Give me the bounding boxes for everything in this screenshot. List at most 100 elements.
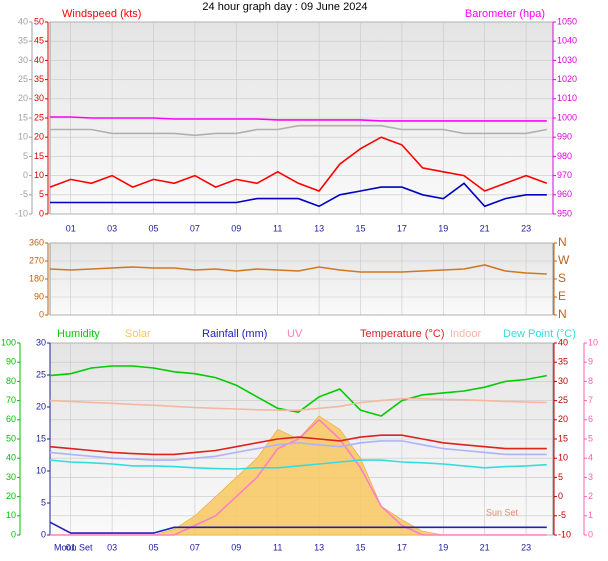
y-tick-label: 35 [558, 357, 568, 367]
line [49, 365, 547, 417]
x-tick-label: 11 [273, 542, 282, 552]
y-tick-label: 0 [41, 529, 46, 539]
x-tick-label: 21 [480, 542, 490, 552]
legend-label: Temperature (°C) [360, 328, 444, 340]
y-tick-label: 950 [557, 208, 572, 218]
annotation: Sun Set [486, 507, 519, 517]
y-tick-label: 30 [558, 376, 568, 386]
y-tick-label: 25 [558, 395, 568, 405]
y-tick-label: 10 [36, 465, 46, 475]
y-tick-label: 40 [6, 453, 16, 463]
y-tick-label: 10 [6, 510, 16, 520]
x-tick-label: 13 [314, 223, 324, 233]
y-tick-label: 100 [1, 337, 16, 347]
annotation: Moon Set [54, 542, 93, 552]
legend-label: UV [287, 328, 303, 340]
legend-label: Barometer (hpa) [465, 8, 545, 20]
y-tick-label: 2 [588, 491, 593, 501]
chart-title: 24 hour graph day : 09 June 2024 [202, 1, 367, 13]
y-tick-label: 35 [18, 36, 28, 46]
legend-label: Rainfall (mm) [202, 328, 267, 340]
x-tick-label: 19 [438, 223, 448, 233]
x-tick-label: 15 [355, 223, 365, 233]
y-tick-label: 8 [588, 376, 593, 386]
y-tick-label: 5 [558, 472, 563, 482]
x-tick-label: 21 [480, 223, 490, 233]
x-tick-label: 17 [397, 223, 407, 233]
y-tick-label: 0 [23, 170, 28, 180]
line [50, 418, 547, 536]
y-tick-label: 15 [36, 433, 46, 443]
y-tick-label: -10 [558, 529, 571, 539]
x-tick-label: 05 [148, 223, 158, 233]
y-tick-label: 1 [588, 510, 593, 520]
line [49, 440, 547, 461]
x-tick-label: 15 [355, 542, 365, 552]
y-tick-label: 30 [18, 55, 28, 65]
y-tick-label: 90 [34, 291, 44, 301]
legend-label: Dew Point (°C) [503, 328, 576, 340]
y-tick-label: 10 [588, 337, 598, 347]
y-tick-label: 5 [588, 433, 593, 443]
y-tick-label: 15 [34, 151, 44, 161]
x-tick-label: 03 [107, 223, 117, 233]
x-tick-label: 17 [397, 542, 407, 552]
y-tick-label: 5 [23, 151, 28, 161]
y-tick-label: 7 [588, 395, 593, 405]
y-tick-label: 3 [588, 472, 593, 482]
legend-label: Indoor [450, 328, 482, 340]
y-tick-label: 1050 [557, 16, 577, 26]
y-tick-label: 960 [557, 189, 572, 199]
y-tick-label: 270 [29, 255, 44, 265]
y-tick-label: 0 [558, 491, 563, 501]
y-tick-label: 990 [557, 132, 572, 142]
y-tick-label: 25 [18, 74, 28, 84]
y-tick-label: 1010 [557, 93, 577, 103]
y-tick-label: 10 [558, 453, 568, 463]
y-tick-label: 20 [18, 93, 28, 103]
y-tick-label: W [558, 253, 570, 267]
y-tick-label: 30 [6, 472, 16, 482]
y-tick-label: N [558, 235, 567, 249]
y-tick-label: 1000 [557, 112, 577, 122]
y-tick-label: 80 [6, 376, 16, 386]
y-tick-label: 30 [36, 337, 46, 347]
line [50, 116, 547, 122]
line [49, 521, 547, 534]
y-tick-label: 60 [6, 414, 16, 424]
x-tick-label: 05 [148, 542, 158, 552]
y-tick-label: 20 [34, 132, 44, 142]
y-tick-label: 360 [29, 237, 44, 247]
y-tick-label: N [558, 307, 567, 321]
y-tick-label: 50 [34, 16, 44, 26]
x-tick-label: 07 [190, 223, 200, 233]
y-tick-label: 1030 [557, 55, 577, 65]
y-tick-label: 15 [558, 433, 568, 443]
x-tick-label: 01 [66, 542, 76, 552]
y-tick-label: 20 [36, 401, 46, 411]
y-tick-label: -5 [558, 510, 566, 520]
y-tick-label: 15 [18, 112, 28, 122]
legend-label: Solar [125, 328, 151, 340]
y-tick-label: 1040 [557, 36, 577, 46]
y-tick-label: -10 [15, 208, 28, 218]
y-tick-label: 25 [34, 112, 44, 122]
y-tick-label: 0 [11, 529, 16, 539]
line [49, 459, 547, 470]
y-tick-label: 0 [39, 309, 44, 319]
y-tick-label: S [558, 271, 566, 285]
x-tick-label: 09 [231, 542, 241, 552]
y-tick-label: 5 [41, 497, 46, 507]
legend-label: Humidity [57, 328, 100, 340]
y-tick-label: 0 [39, 208, 44, 218]
x-tick-label: 13 [314, 542, 324, 552]
y-tick-label: 9 [588, 357, 593, 367]
y-tick-label: 0 [588, 529, 593, 539]
line [49, 136, 548, 192]
line [50, 182, 547, 208]
line [49, 397, 547, 411]
y-tick-label: -5 [20, 189, 28, 199]
x-tick-label: 01 [66, 223, 76, 233]
x-tick-label: 11 [273, 223, 282, 233]
